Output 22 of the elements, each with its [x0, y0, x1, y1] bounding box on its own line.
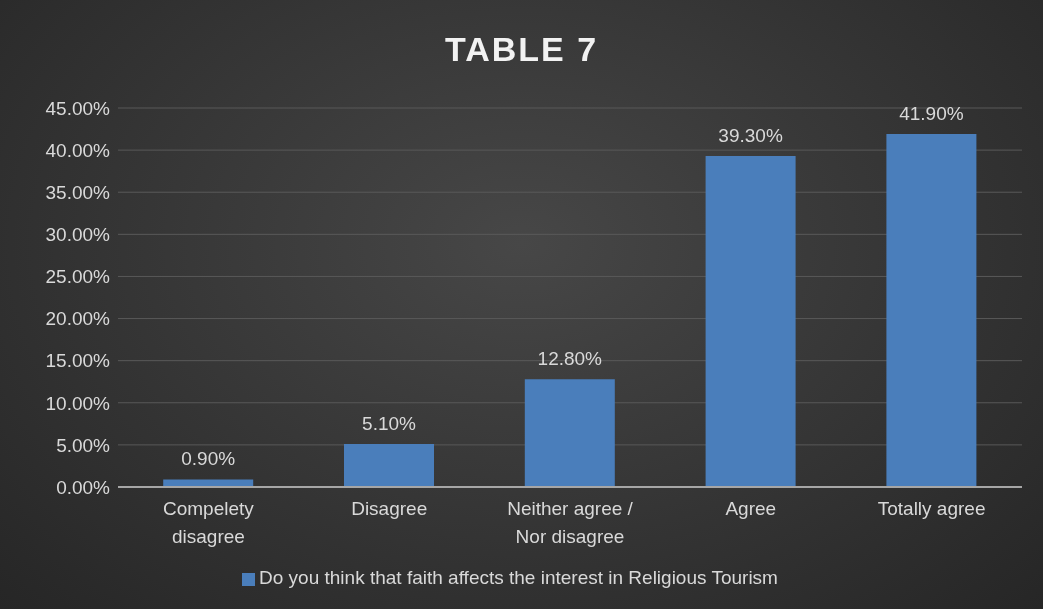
data-label: 5.10% [362, 413, 417, 435]
data-label: 39.30% [718, 125, 783, 147]
y-tick-label: 0.00% [56, 476, 111, 498]
y-tick-label: 45.00% [45, 97, 111, 119]
x-tick-label: Disagree [351, 498, 428, 519]
y-tick-label: 15.00% [45, 350, 111, 372]
y-tick-label: 40.00% [45, 139, 111, 161]
x-tick-label: Neither agree / Nor disagree [507, 498, 634, 547]
data-label: 12.80% [537, 348, 603, 370]
x-tick-label: Totally agree [877, 498, 986, 519]
legend-label: Do you think that faith affects the interest in Religious Tourism [259, 567, 778, 588]
chart-title: TABLE 7 [443, 30, 600, 69]
x-tick-label: Compelety disagree [162, 498, 255, 547]
y-tick-label: 5.00% [56, 434, 111, 456]
data-label: 0.90% [181, 448, 236, 470]
y-tick-label: 10.00% [45, 392, 111, 414]
y-tick-label: 35.00% [45, 181, 111, 203]
y-tick-label: 30.00% [45, 224, 111, 246]
data-label: 41.90% [899, 103, 964, 125]
x-tick-label: Agree [725, 498, 777, 519]
y-tick-label: 25.00% [45, 266, 111, 288]
y-tick-label: 20.00% [45, 308, 111, 330]
